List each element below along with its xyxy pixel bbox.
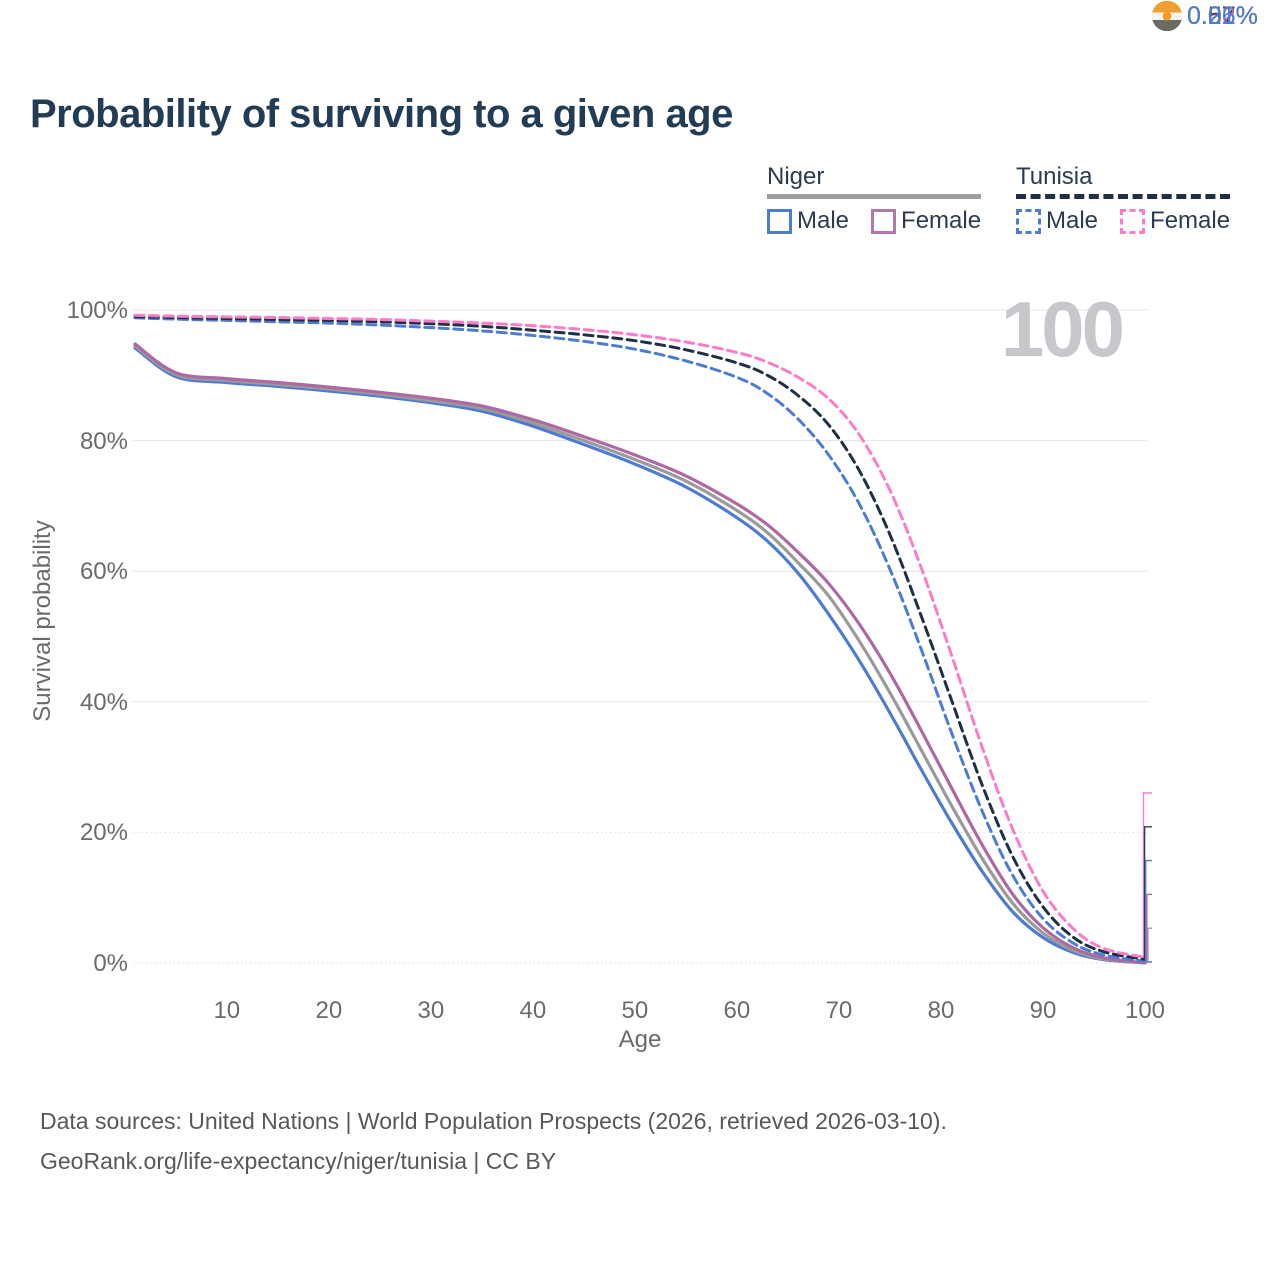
x-tick-label: 90 [1029, 997, 1057, 1024]
legend-item-label: Male [797, 207, 850, 234]
legend-group-tunisia: Tunisia Male Female [1016, 163, 1231, 235]
x-axis-title: Age [618, 1026, 662, 1053]
legend-item-niger-female[interactable]: Female [871, 207, 981, 235]
end-label-connector [1147, 927, 1152, 963]
niger-female-line[interactable] [133, 342, 1147, 965]
legend-item-tunisia-male[interactable]: Male [1016, 207, 1098, 235]
niger-male-swatch-icon [767, 208, 792, 234]
x-tick-label: 30 [417, 997, 445, 1024]
x-tick-label: 20 [315, 997, 343, 1024]
end-value: 0.57% [1187, 1, 1258, 30]
legend-item-tunisia-female[interactable]: Female [1120, 207, 1230, 235]
niger-male-line[interactable] [133, 346, 1147, 965]
legend-item-label: Male [1046, 207, 1099, 234]
x-tick-label: 100 [1124, 997, 1166, 1024]
y-tick-label: 0% [93, 950, 128, 977]
tunisia-female-line[interactable] [133, 313, 1147, 959]
x-tick-label: 80 [927, 997, 955, 1024]
x-tick-label: 50 [621, 997, 649, 1024]
tunisia-line[interactable] [133, 315, 1147, 961]
y-tick-label: 60% [79, 558, 128, 586]
niger-flag-icon [1152, 1, 1182, 31]
legend-item-label: Female [1150, 207, 1231, 234]
end-label-niger-male[interactable]: 0.01% [1152, 0, 1258, 32]
legend-country-tunisia: Tunisia [1016, 163, 1093, 190]
y-tick-label: 100% [66, 297, 128, 324]
tunisia-male-line[interactable] [133, 316, 1147, 963]
legend-underline-tunisia [1016, 194, 1231, 199]
y-tick-label: 40% [79, 688, 128, 716]
end-label-connector [1142, 792, 1152, 958]
end-label-connector [1145, 859, 1152, 962]
page-title: Probability of surviving to a given age [30, 92, 733, 136]
watermark-age-100: 100 [1000, 285, 1125, 373]
end-label-connector [1146, 893, 1152, 963]
niger-line[interactable] [133, 344, 1147, 965]
tunisia-female-swatch-icon [1120, 208, 1146, 234]
x-tick-label: 60 [723, 997, 751, 1024]
tunisia-male-swatch-icon [1016, 208, 1041, 234]
end-label-connector [1148, 961, 1152, 963]
legend-group-niger: Niger Male Female [767, 163, 982, 235]
y-tick-label: 20% [79, 819, 128, 847]
y-tick-label: 80% [79, 427, 128, 455]
legend-item-label: Female [901, 207, 982, 234]
legend-underline-niger [767, 194, 982, 199]
data-sources-note: Data sources: United Nations | World Pop… [40, 1108, 947, 1134]
legend-item-niger-male[interactable]: Male [767, 207, 849, 235]
end-value: 0.01% [1187, 1, 1258, 30]
attribution-link: GeoRank.org/life-expectancy/niger/tunisi… [40, 1148, 557, 1174]
end-value: 0.01% [1187, 1, 1258, 30]
end-value: 0.02% [1187, 1, 1258, 30]
x-tick-label: 70 [825, 997, 853, 1024]
end-label-connector [1143, 826, 1152, 960]
legend-country-niger: Niger [767, 163, 825, 190]
end-value: 0.26% [1187, 1, 1258, 30]
x-tick-label: 40 [519, 997, 547, 1024]
end-value: 0.87% [1187, 1, 1258, 30]
niger-female-swatch-icon [871, 208, 897, 234]
x-tick-label: 10 [213, 997, 241, 1024]
